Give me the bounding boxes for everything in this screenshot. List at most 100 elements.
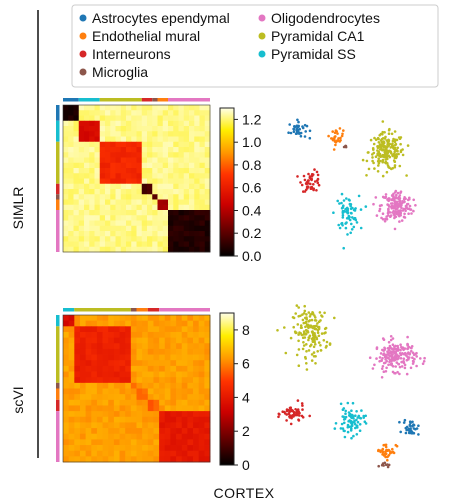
heatmap-cell (194, 189, 200, 195)
heatmap-cell (152, 241, 158, 248)
heatmap-cell (108, 388, 115, 395)
heatmap-cell (142, 450, 149, 457)
heatmap-cell (84, 210, 90, 216)
scatter-point (381, 357, 384, 360)
scatter-point (295, 124, 299, 128)
heatmap-cell (74, 365, 81, 372)
heatmap-cell (84, 225, 90, 232)
heatmap-cell (164, 348, 171, 355)
heatmap-cell (91, 388, 98, 395)
scatter-point (405, 202, 409, 206)
heatmap-cell (78, 147, 85, 153)
heatmap-cell (91, 377, 98, 384)
heatmap-cell (198, 428, 205, 435)
heatmap-cell (204, 162, 211, 169)
heatmap-cell (199, 246, 206, 253)
heatmap-cell (91, 411, 98, 418)
heatmap-cell (68, 388, 75, 395)
scatter-point (310, 359, 314, 362)
heatmap-cell (105, 210, 111, 216)
heatmap-cell (147, 456, 154, 463)
cluster-strip-top (157, 98, 168, 102)
heatmap-cell (183, 220, 190, 227)
scatter-point (403, 198, 406, 201)
heatmap-cell (125, 331, 132, 339)
scatter-point (373, 136, 376, 140)
heatmap-cell (96, 365, 103, 372)
heatmap-cell (126, 199, 132, 206)
scatter-point (398, 420, 401, 424)
heatmap-cell (164, 377, 171, 384)
heatmap-cell (183, 189, 190, 195)
scatter-point (369, 138, 373, 142)
scatter-point (400, 203, 403, 207)
heatmap-cell (96, 394, 103, 401)
heatmap-cell (105, 141, 111, 148)
heatmap-cell (147, 194, 153, 200)
heatmap-cell (162, 231, 169, 237)
heatmap-cell (198, 348, 205, 355)
heatmap-cell (130, 433, 137, 440)
heatmap-cell (142, 411, 149, 418)
heatmap-cell (199, 131, 206, 137)
heatmap-cell (119, 439, 126, 446)
cluster-strip-left (56, 315, 60, 327)
heatmap-cell (204, 388, 211, 395)
heatmap-cell (152, 204, 158, 211)
heatmap-cell (181, 360, 188, 367)
heatmap-cell (199, 147, 206, 153)
heatmap-cell (94, 204, 101, 211)
heatmap-cell (73, 189, 80, 195)
heatmap-cell (181, 320, 188, 327)
heatmap-cell (159, 416, 166, 423)
scatter-point (387, 340, 391, 344)
heatmap-cell (181, 388, 188, 395)
heatmap-cell (78, 168, 85, 174)
scatter-point (406, 347, 409, 351)
scatter-point (401, 153, 405, 157)
heatmap-cell (85, 315, 92, 322)
heatmap-cell (68, 136, 74, 143)
scatter-point (378, 356, 382, 359)
heatmap-cell (115, 168, 122, 174)
heatmap-cell (141, 115, 148, 122)
colorbar-tick-label: 4 (242, 389, 250, 405)
heatmap-cell (141, 183, 148, 190)
scatter-point (378, 207, 382, 211)
heatmap-cell (199, 115, 206, 122)
heatmap-cell (115, 105, 122, 111)
heatmap-cell (102, 428, 109, 435)
heatmap-cell (170, 394, 177, 401)
heatmap-cell (68, 326, 75, 333)
scatter-point (398, 137, 402, 140)
heatmap-cell (173, 157, 179, 164)
scatter-point (361, 158, 365, 162)
scatter-point (346, 233, 349, 236)
heatmap-cell (102, 343, 109, 350)
heatmap-cell (181, 428, 188, 435)
heatmap-cell (130, 399, 137, 406)
scatter-point (371, 147, 375, 150)
scatter-point (373, 363, 376, 367)
heatmap-cell (84, 183, 90, 190)
heatmap-cell (176, 354, 183, 361)
heatmap-cell (68, 320, 75, 327)
heatmap-cell (105, 178, 111, 185)
heatmap-cell (164, 456, 171, 463)
scatter-point (398, 199, 402, 202)
heatmap-cell (113, 354, 120, 361)
heatmap-cell (178, 147, 185, 153)
scatter-point (388, 149, 391, 153)
cluster-strip-left (56, 120, 60, 142)
heatmap-cell (85, 343, 92, 350)
heatmap-cell (136, 388, 143, 395)
heatmap-cell (68, 411, 75, 418)
scatter-point (415, 355, 419, 358)
scatter-point (397, 362, 401, 366)
cluster-strip-top (63, 308, 75, 312)
heatmap-cell (119, 326, 126, 333)
scatter-point (291, 316, 295, 319)
heatmap-cell (178, 204, 185, 211)
heatmap-cell (68, 236, 74, 242)
heatmap-cell (136, 456, 143, 463)
